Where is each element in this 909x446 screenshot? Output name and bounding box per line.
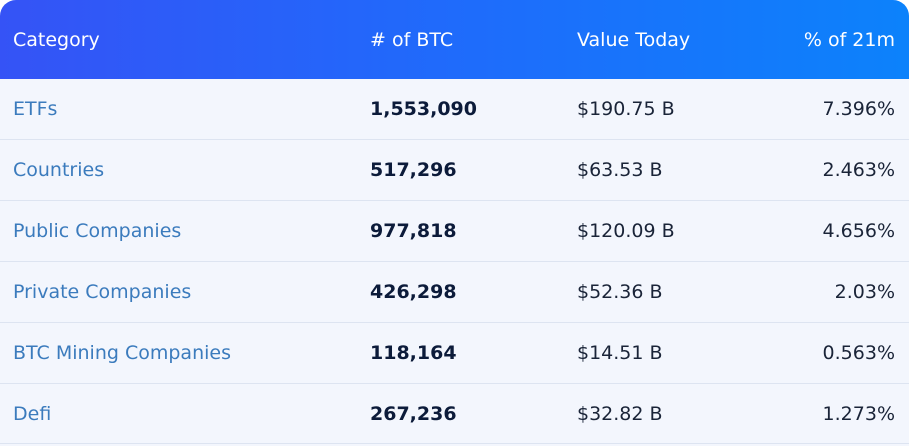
header-pct[interactable]: % of 21m: [803, 28, 895, 51]
pct-of-21m: 4.656%: [822, 220, 895, 242]
pct-of-21m: 7.396%: [822, 98, 895, 120]
value-today: $32.82 B: [577, 402, 663, 425]
btc-count: 1,553,090: [370, 98, 477, 120]
category-link-btc-mining-companies[interactable]: BTC Mining Companies: [13, 342, 231, 364]
value-today: $14.51 B: [577, 342, 663, 364]
pct-of-21m: 1.273%: [822, 402, 895, 425]
value-today: $52.36 B: [577, 281, 663, 303]
category-link-private-companies[interactable]: Private Companies: [13, 281, 192, 303]
pct-of-21m: 2.463%: [822, 159, 895, 181]
pct-of-21m: 2.03%: [834, 281, 895, 303]
value-today: $190.75 B: [577, 98, 675, 120]
value-today: $63.53 B: [577, 159, 663, 181]
table-row: BTC Mining Companies 118,164 $14.51 B 0.…: [0, 323, 909, 384]
btc-count: 426,298: [370, 281, 457, 303]
category-link-defi[interactable]: Defi: [13, 402, 52, 425]
category-link-public-companies[interactable]: Public Companies: [13, 220, 182, 242]
header-value[interactable]: Value Today: [577, 28, 691, 51]
pct-of-21m: 0.563%: [822, 342, 895, 364]
btc-count: 517,296: [370, 159, 457, 181]
header-category[interactable]: Category: [13, 28, 100, 51]
table-row: Defi 267,236 $32.82 B 1.273%: [0, 384, 909, 444]
header-btc[interactable]: # of BTC: [370, 28, 454, 51]
table-row: ETFs 1,553,090 $190.75 B 7.396%: [0, 79, 909, 140]
table-row: Private Companies 426,298 $52.36 B 2.03%: [0, 262, 909, 323]
table-row: Public Companies 977,818 $120.09 B 4.656…: [0, 201, 909, 262]
value-today: $120.09 B: [577, 220, 675, 242]
btc-count: 118,164: [370, 342, 457, 364]
category-link-etfs[interactable]: ETFs: [13, 98, 58, 120]
table-row: Countries 517,296 $63.53 B 2.463%: [0, 140, 909, 201]
table-header: Category # of BTC Value Today % of 21m: [0, 0, 909, 79]
btc-count: 977,818: [370, 220, 457, 242]
btc-count: 267,236: [370, 402, 457, 425]
category-link-countries[interactable]: Countries: [13, 159, 105, 181]
